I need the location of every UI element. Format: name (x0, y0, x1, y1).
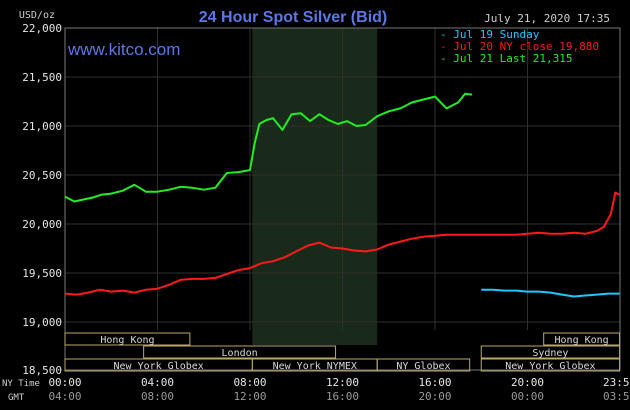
plot-frame (64, 27, 621, 371)
session-label: New York Globex (114, 361, 204, 372)
y-axis-ticks: 22,000 21,500 21,000 20,500 20,000 19,500 19,0… (22, 22, 62, 377)
session-label: Hong Kong (100, 335, 154, 346)
session-box (480, 358, 621, 372)
x-axis-label-gmt: GMT (8, 393, 25, 403)
nymex-session-highlight (252, 28, 378, 345)
y-tick-label: 20,500 (22, 169, 62, 182)
x-tick-label-gmt: 04:00 (48, 390, 81, 403)
x-tick-label-gmt: 16:00 (326, 390, 359, 403)
x-axis-label-ny: NY Time (2, 379, 40, 389)
series-lines (64, 92, 620, 298)
x-tick-label: 16:00 (418, 376, 451, 389)
series-line (64, 191, 620, 296)
session-box (64, 332, 191, 346)
session-label: New York Globex (505, 361, 595, 372)
x-tick-label-gmt: 03:59 (603, 390, 630, 403)
x-tick-label: 08:00 (233, 376, 266, 389)
x-tick-label: 00:00 (48, 376, 81, 389)
session-box (376, 358, 471, 372)
y-tick-label: 22,000 (22, 22, 62, 35)
session-label: NY Globex (396, 361, 450, 372)
y-tick-label: 19,000 (22, 316, 62, 329)
timestamp: July 21, 2020 17:35 (484, 12, 610, 25)
grid-lines (65, 28, 620, 330)
x-tick-label: 20:00 (511, 376, 544, 389)
session-label: Sydney (532, 348, 568, 359)
session-box (143, 345, 337, 359)
series-line (481, 288, 620, 298)
legend-entry: - Jul 19 Sunday (440, 28, 540, 41)
chart-title: 24 Hour Spot Silver (Bid) (199, 9, 387, 26)
x-tick-label-gmt: 12:00 (233, 390, 266, 403)
y-tick-label: 21,500 (22, 71, 62, 84)
y-tick-label: 19,500 (22, 267, 62, 280)
session-label: New York NYMEX (273, 361, 357, 372)
series-line (64, 92, 473, 203)
y-tick-label: 18,500 (22, 364, 62, 377)
x-axis-ticks: 00:0004:0004:0008:0008:0012:0012:0016:00… (48, 376, 630, 403)
y-tick-label: 21,000 (22, 120, 62, 133)
market-sessions: Hong Kong Hong Kong London Sydney New York G… (64, 332, 621, 372)
y-axis-label: USD/oz (19, 10, 55, 21)
x-tick-label: 12:00 (326, 376, 359, 389)
session-box (480, 345, 621, 359)
watermark: www.kitco.com (67, 40, 180, 59)
session-label: Hong Kong (555, 335, 609, 346)
x-tick-label-gmt: 00:00 (511, 390, 544, 403)
x-tick-label: 23:59 (603, 376, 630, 389)
x-tick-label-gmt: 20:00 (418, 390, 451, 403)
legend-entry: - Jul 21 Last 21,315 (440, 52, 572, 65)
x-tick-label: 04:00 (141, 376, 174, 389)
legend-entry: - Jul 20 NY close 19,880 (440, 40, 599, 53)
legend: - Jul 19 Sunday- Jul 20 NY close 19,880-… (440, 28, 599, 65)
x-tick-label-gmt: 08:00 (141, 390, 174, 403)
y-tick-label: 20,000 (22, 218, 62, 231)
session-box (543, 332, 621, 346)
session-label: London (222, 348, 258, 359)
